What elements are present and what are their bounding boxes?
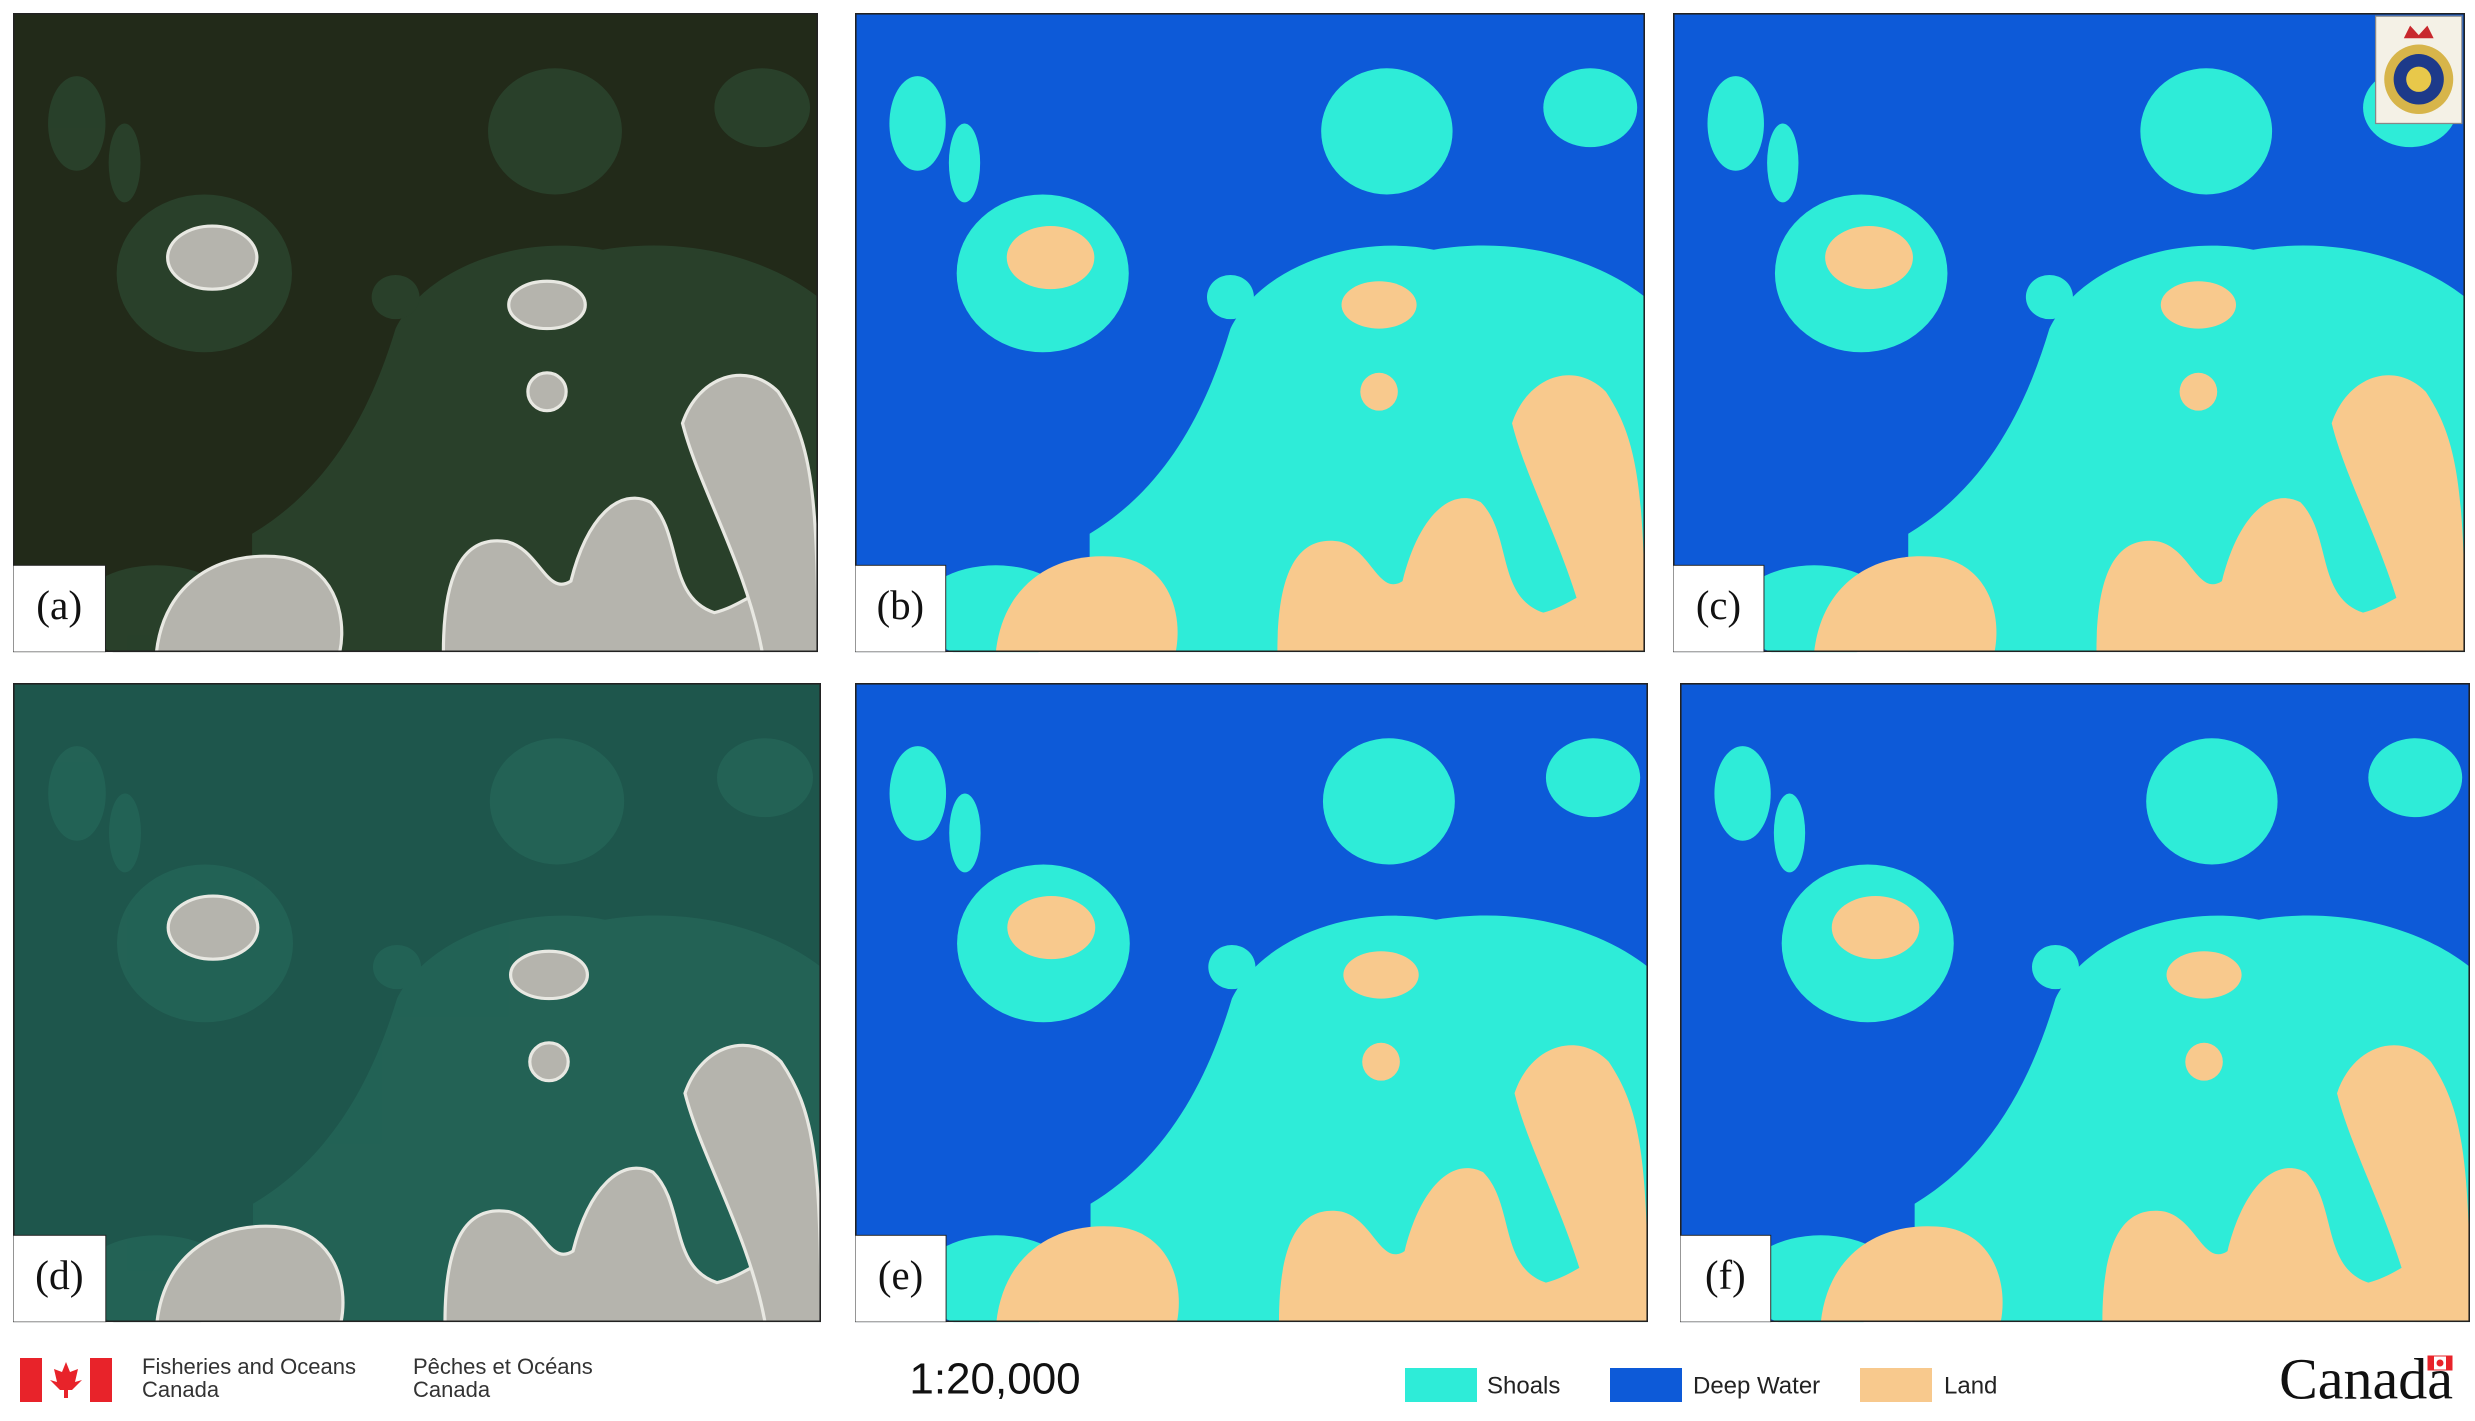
map-panel: (a)	[13, 13, 819, 653]
panel-border	[1673, 13, 2466, 653]
logo-center	[2406, 66, 2432, 92]
panel-label: (b)	[877, 583, 924, 628]
flag-band	[2428, 1356, 2434, 1370]
legend-label: Shoals	[1487, 1372, 1560, 1399]
department-en: Canada	[142, 1377, 220, 1402]
map-panel: (f)	[1680, 683, 2471, 1323]
map-panel: (d)	[13, 683, 822, 1323]
flag-band	[20, 1358, 42, 1402]
logo-crown	[2403, 25, 2434, 39]
footer: Fisheries and Oceans Canada Pêches et Oc…	[20, 1346, 2453, 1411]
panel-label: (c)	[1696, 583, 1741, 628]
map-panel: (c)	[1673, 13, 2466, 653]
legend-swatch	[1860, 1368, 1932, 1402]
label-box	[13, 1234, 107, 1323]
legend-swatch	[1405, 1368, 1477, 1402]
panel-label: (f)	[1705, 1253, 1746, 1298]
flag-band	[2446, 1356, 2452, 1370]
legend-swatch	[1610, 1368, 1682, 1402]
label-box	[1673, 564, 1765, 653]
label-box	[13, 564, 106, 653]
panel-border	[13, 13, 819, 653]
department-fr: Pêches et Océans	[413, 1354, 593, 1379]
legend-label: Deep Water	[1693, 1372, 1820, 1399]
legend-label: Land	[1944, 1372, 1997, 1399]
map-panel: (b)	[855, 13, 1646, 653]
panel-label: (e)	[878, 1253, 923, 1298]
flag-band	[90, 1358, 112, 1402]
panel-border	[855, 13, 1646, 653]
maple-leaf	[2436, 1359, 2444, 1367]
panel-label: (d)	[35, 1252, 83, 1299]
map-panel: (e)	[855, 683, 1648, 1323]
label-box	[1680, 1234, 1772, 1323]
coast-guard-logo	[2374, 15, 2463, 125]
department-en: Fisheries and Oceans	[142, 1354, 356, 1379]
label-box	[855, 1234, 947, 1323]
panel-border	[855, 683, 1648, 1323]
panel-label: (a)	[36, 582, 82, 629]
wordmark: Canada	[2279, 1346, 2453, 1411]
label-box	[855, 564, 947, 653]
panel-border	[13, 683, 822, 1323]
maple-leaf	[50, 1362, 82, 1398]
panel-grid: (a) (b) (c) (d) (e) (f)	[13, 13, 2471, 1323]
wordmark-flag	[2427, 1355, 2453, 1371]
department-fr: Canada	[413, 1377, 491, 1402]
canada-flag	[20, 1358, 112, 1402]
map-scale: 1:20,000	[909, 1355, 1080, 1404]
panel-border	[1680, 683, 2471, 1323]
legend: Shoals Deep Water Land	[1405, 1368, 1997, 1402]
